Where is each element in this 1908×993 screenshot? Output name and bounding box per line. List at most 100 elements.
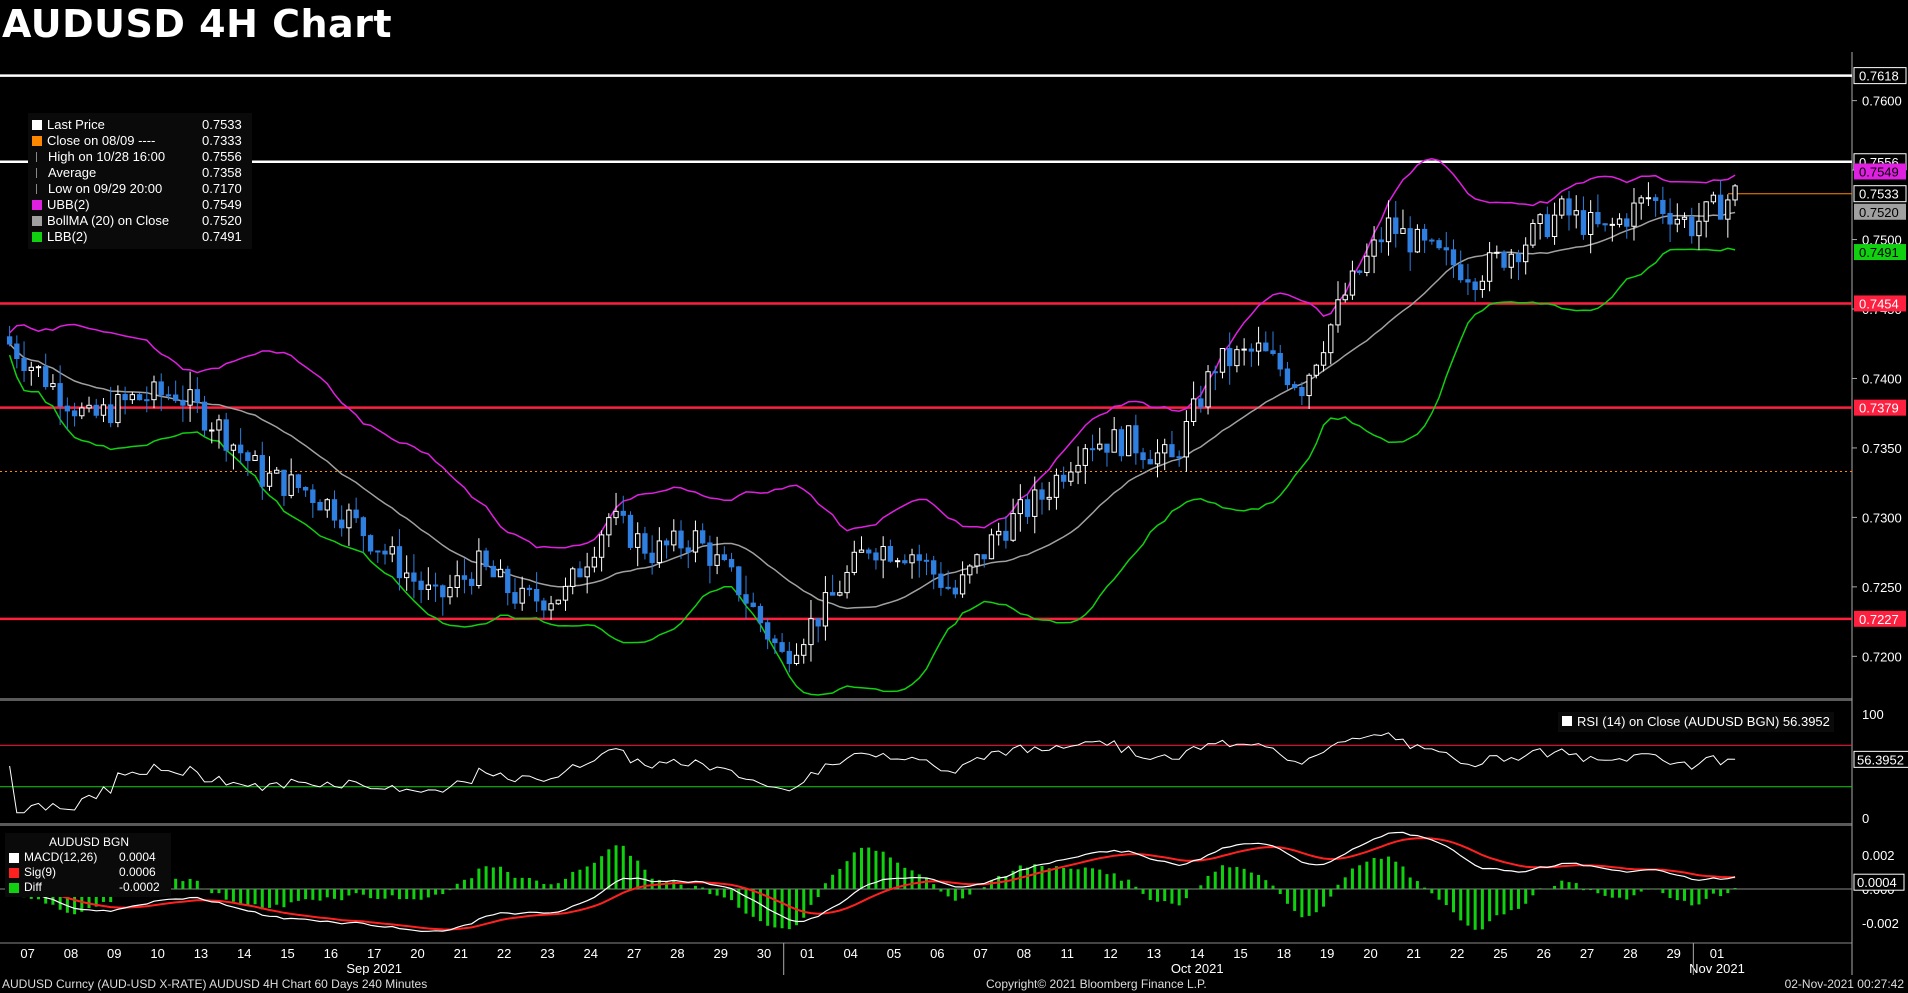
candle-down (1660, 199, 1666, 214)
macd-diff-bar (1574, 883, 1578, 889)
x-tick-label: 25 (1493, 946, 1507, 961)
macd-diff-bar (614, 845, 618, 889)
legend-swatch (32, 232, 42, 242)
macd-diff-bar (585, 866, 589, 889)
candle-down (1133, 425, 1139, 454)
candle-down (201, 401, 208, 431)
candle-up (635, 533, 641, 548)
legend-label: Diff (24, 880, 42, 894)
candle-down (122, 394, 128, 401)
candle-up (1032, 489, 1038, 517)
candle-up (151, 381, 157, 401)
candle-down (375, 550, 381, 553)
macd-diff-bar (87, 889, 91, 909)
candle-down (432, 584, 439, 587)
legend-value: 0.7533 (202, 117, 242, 132)
candle-down (1458, 264, 1464, 281)
macd-diff-bar (65, 889, 69, 913)
legend-value: 0.7520 (202, 213, 242, 228)
x-tick-label: 14 (237, 946, 251, 961)
macd-diff-bar (1401, 866, 1405, 889)
legend-value: 0.0004 (119, 850, 156, 864)
candle-up (1010, 513, 1016, 541)
macd-diff-bar (1625, 889, 1629, 900)
level-label: 0.7379 (1859, 401, 1899, 416)
macd-diff-bar (1285, 889, 1289, 904)
candle-up (996, 530, 1002, 536)
x-tick-label: 20 (410, 946, 424, 961)
candle-down (1198, 398, 1204, 408)
candle-up (1645, 197, 1652, 200)
candle-down (887, 546, 894, 562)
candle-down (743, 594, 749, 604)
candle-up (1234, 349, 1240, 367)
candle-down (829, 592, 836, 596)
candle-down (1248, 348, 1255, 352)
level-label-box (1854, 610, 1906, 627)
price-label: 0.7491 (1859, 245, 1899, 260)
candle-up (1342, 294, 1348, 301)
legend-swatch (36, 152, 43, 162)
macd-diff-bar (888, 857, 892, 889)
candle-up (1631, 202, 1637, 227)
macd-diff-bar (556, 883, 560, 889)
chart-title: AUDUSD 4H Chart (2, 2, 393, 46)
candle-up (591, 556, 598, 568)
rsi-legend: RSI (14) on Close (AUDUSD BGN) 56.3952 (1558, 712, 1834, 732)
candle-up (28, 366, 34, 372)
macd-legend: AUDUSD BGN MACD(12,26) 0.0004 Sig(9) 0.0006 D… (5, 833, 171, 897)
candle-down (1169, 444, 1175, 458)
x-tick-label: 19 (1320, 946, 1334, 961)
macd-diff-bar (289, 889, 293, 903)
macd-diff-bar (636, 860, 640, 889)
legend-label: UBB(2) (47, 197, 90, 212)
macd-diff-bar (369, 889, 373, 899)
candle-down (736, 566, 742, 596)
candle-down (866, 549, 872, 554)
macd-diff-bar (1184, 889, 1188, 899)
legend-swatch (1562, 716, 1572, 726)
macd-diff-bar (513, 877, 517, 889)
macd-diff-bar (1112, 873, 1116, 889)
legend-row: LBB(2) 0.7491 (32, 229, 248, 245)
macd-diff-bar (867, 847, 871, 889)
macd-diff-bar (1235, 867, 1239, 889)
candle-up (851, 551, 857, 573)
macd-diff-bar (1531, 889, 1535, 896)
candle-up (714, 554, 720, 566)
candle-up (1111, 429, 1117, 453)
candle-down (440, 585, 446, 598)
macd-diff-bar (1509, 889, 1513, 911)
candle-down (1595, 212, 1601, 225)
level-label-box (1853, 67, 1907, 85)
candle-down (461, 575, 468, 580)
macd-tick-label: -0.002 (1862, 916, 1899, 931)
candle-up (1400, 228, 1406, 234)
candle-up (266, 472, 273, 487)
macd-diff-bar (592, 862, 596, 889)
macd-diff-bar (982, 887, 986, 889)
footer-copyright: Copyright© 2021 Bloomberg Finance L.P. (986, 977, 1207, 991)
x-tick-label: 29 (713, 946, 727, 961)
rsi-value-label: 56.3952 (1857, 752, 1904, 767)
macd-diff-bar (1618, 889, 1622, 898)
macd-diff-bar (1271, 885, 1275, 889)
macd-diff-bar (1538, 888, 1542, 889)
macd-diff-bar (1480, 889, 1484, 930)
macd-diff-bar (419, 889, 423, 900)
macd-signal-line (9, 837, 1736, 931)
macd-diff-bar (1069, 868, 1073, 889)
candle-down (505, 568, 511, 594)
candle-down (237, 444, 244, 454)
candle-up (1414, 228, 1421, 253)
candle-down (1378, 239, 1384, 243)
macd-diff-bar (1408, 877, 1412, 889)
macd-diff-bar (426, 889, 430, 898)
candle-up (187, 389, 193, 406)
x-tick-label: 01 (1710, 946, 1724, 961)
y-tick-label: 0.7200 (1862, 649, 1902, 664)
level-label-box (1854, 399, 1906, 416)
macd-diff-bar (470, 878, 474, 889)
macd-diff-bar (73, 889, 77, 915)
